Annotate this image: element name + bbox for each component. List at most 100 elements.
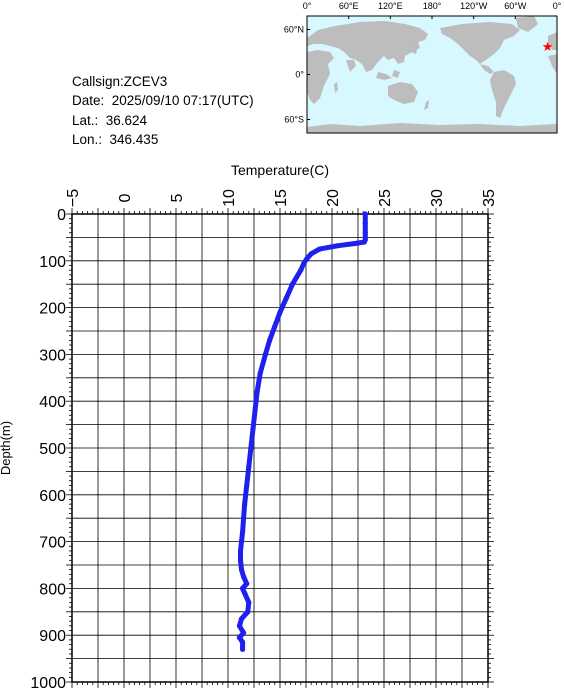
date-text: Date: 2025/09/10 07:17(UTC) bbox=[72, 93, 254, 109]
temperature-data-point bbox=[257, 370, 263, 376]
profile-info-block: Callsign:ZCEV3 Date: 2025/09/10 07:17(UT… bbox=[72, 72, 254, 149]
temperature-data-point bbox=[244, 581, 250, 587]
temperature-data-point bbox=[316, 246, 323, 252]
map-longitude-label: 0° bbox=[303, 1, 312, 11]
map-longitude-labels: 0° 60°E 120°E 180° 120°W 60°W 0° bbox=[303, 1, 562, 19]
map-longitude-label: 120°W bbox=[460, 1, 488, 11]
x-tick-label: 0 bbox=[117, 193, 134, 202]
plot-frame bbox=[71, 213, 489, 683]
temperature-data-point bbox=[242, 590, 248, 596]
map-landmasses bbox=[307, 16, 557, 133]
temperature-data-point bbox=[304, 255, 310, 262]
map-longitude-label: 0° bbox=[553, 1, 562, 11]
temperature-data-point bbox=[267, 337, 273, 343]
y-tick-labels: 0 100 200 300 400 500 600 700 800 900 1000 bbox=[30, 207, 66, 690]
latitude-text: Lat.: 36.624 bbox=[72, 112, 148, 128]
temperature-data-point bbox=[283, 295, 289, 301]
temperature-data-point bbox=[239, 529, 246, 535]
landmass-japan bbox=[411, 44, 418, 54]
landmass-se-asia-islands bbox=[376, 70, 400, 80]
temperature-data-point bbox=[334, 243, 340, 249]
temperature-data-point bbox=[239, 639, 246, 645]
landmass-central-america bbox=[480, 64, 494, 74]
map-latitude-label: 60°N bbox=[284, 25, 304, 35]
x-axis-label: Temperature(C) bbox=[231, 162, 329, 178]
map-longitude-label: 60°E bbox=[339, 1, 359, 11]
temperature-data-point bbox=[289, 281, 296, 287]
temperature-data-point bbox=[362, 220, 368, 226]
x-tick-label: 25 bbox=[377, 189, 394, 207]
y-axis-label: Depth(m) bbox=[0, 421, 13, 475]
longitude-text: Lon.: 346.435 bbox=[72, 131, 159, 147]
temperature-data-point bbox=[361, 239, 367, 245]
x-tick-label: 5 bbox=[169, 193, 186, 202]
temperature-profile-line bbox=[236, 211, 368, 652]
landmass-new-zealand bbox=[424, 100, 429, 110]
y-tick-label: 400 bbox=[39, 394, 66, 411]
temperature-data-point bbox=[254, 389, 260, 395]
y-tick-label: 300 bbox=[39, 347, 66, 364]
map-latitude-label: 60°S bbox=[284, 115, 304, 125]
y-tick-label: 800 bbox=[39, 581, 66, 598]
y-tick-label: 900 bbox=[39, 628, 66, 645]
temperature-data-point bbox=[242, 501, 248, 507]
y-tick-label: 0 bbox=[57, 207, 66, 224]
temperature-data-point bbox=[246, 599, 252, 606]
y-tick-label: 500 bbox=[39, 441, 66, 458]
landmass-india bbox=[346, 60, 356, 72]
landmass-eurasia bbox=[307, 21, 428, 72]
y-tick-label: 600 bbox=[39, 488, 66, 505]
profile-location-star-icon: ★ bbox=[542, 39, 554, 54]
temperature-data-point bbox=[362, 211, 368, 217]
x-tick-label: 20 bbox=[325, 189, 342, 207]
temperature-data-point bbox=[248, 445, 254, 451]
temperature-data-point bbox=[241, 574, 247, 580]
map-longitude-label: 60°W bbox=[504, 1, 527, 11]
y-tick-label: 200 bbox=[39, 301, 66, 318]
x-tick-label: 15 bbox=[273, 189, 290, 207]
callsign-text: Callsign:ZCEV3 bbox=[72, 74, 168, 89]
temperature-data-point bbox=[277, 309, 283, 315]
temperature-data-point bbox=[244, 482, 250, 489]
temperature-data-point bbox=[362, 230, 368, 236]
temperature-data-point bbox=[245, 609, 251, 615]
x-tick-label: 10 bbox=[221, 189, 238, 207]
landmass-greenland bbox=[516, 16, 538, 32]
landmass-north-america bbox=[440, 22, 520, 64]
world-map-inset: 0° 60°E 120°E 180° 120°W 60°W 0° 60°N 0° 60°S ★ bbox=[284, 1, 562, 134]
temperature-data-point bbox=[241, 515, 247, 521]
temperature-data-point bbox=[272, 323, 278, 329]
x-tick-label: 30 bbox=[429, 189, 446, 207]
temperature-data-point bbox=[262, 351, 269, 357]
landmass-australia bbox=[388, 82, 418, 104]
landmass-south-america bbox=[490, 70, 516, 118]
temperature-data-point bbox=[236, 623, 243, 629]
temperature-data-point bbox=[236, 634, 243, 641]
temperature-series bbox=[236, 211, 368, 652]
landmass-madagascar bbox=[334, 82, 338, 93]
temperature-data-point bbox=[241, 630, 247, 636]
temperature-data-point bbox=[239, 646, 246, 652]
x-tick-label: 35 bbox=[481, 189, 498, 207]
temperature-data-point bbox=[301, 260, 307, 266]
map-longitude-label: 180° bbox=[423, 1, 442, 11]
temperature-data-point bbox=[352, 240, 358, 247]
y-tick-label: 700 bbox=[39, 535, 66, 552]
temperature-data-point bbox=[252, 407, 258, 414]
temperature-data-point bbox=[298, 267, 304, 273]
landmass-antarctica bbox=[307, 123, 557, 133]
landmass-africa-west-edge bbox=[548, 54, 557, 74]
landmass-europe-east-edge bbox=[548, 32, 557, 50]
temperature-data-point bbox=[246, 464, 252, 470]
temperature-data-point bbox=[308, 251, 314, 257]
temperature-data-point bbox=[238, 616, 245, 622]
map-latitude-label: 0° bbox=[295, 70, 304, 80]
temperature-data-point bbox=[238, 567, 245, 573]
map-latitude-labels: 60°N 0° 60°S bbox=[284, 25, 310, 125]
y-tick-label: 100 bbox=[39, 254, 66, 271]
landmass-africa bbox=[307, 50, 334, 104]
temperature-profile-chart: −5 0 5 10 15 20 25 30 35 01002003004005006007008… bbox=[0, 162, 498, 690]
temperature-data-point bbox=[250, 426, 256, 432]
temperature-data-point bbox=[239, 585, 246, 592]
